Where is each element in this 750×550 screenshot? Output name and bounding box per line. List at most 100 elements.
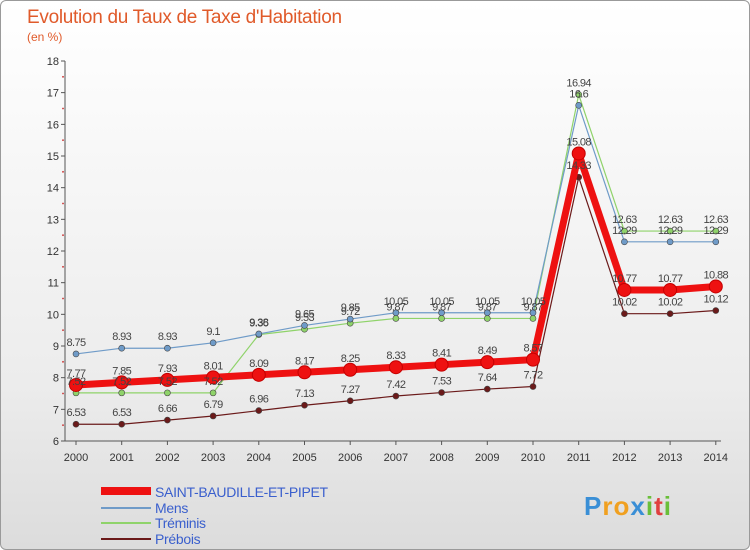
x-tick-label: 2012 [612, 452, 636, 464]
data-point [118, 389, 125, 397]
data-label: 9.53 [295, 312, 314, 324]
x-tick-label: 2000 [64, 452, 88, 464]
data-label: 7.52 [112, 376, 131, 388]
y-tick-label: 8 [53, 373, 59, 385]
data-label: 7.93 [158, 363, 177, 375]
y-minor-tick [62, 202, 64, 205]
chart-subtitle: (en %) [27, 30, 63, 44]
data-label: 10.02 [612, 297, 637, 309]
y-minor-tick [62, 392, 64, 395]
data-label: 10.05 [521, 296, 546, 308]
data-point [209, 389, 217, 397]
x-tick-label: 2003 [201, 452, 225, 464]
data-label: 15.08 [566, 136, 591, 148]
data-point [621, 310, 628, 318]
data-point [438, 309, 445, 317]
data-point [118, 344, 125, 352]
data-point [114, 375, 129, 390]
x-tick-label: 2006 [338, 452, 362, 464]
x-tick-label: 2004 [247, 452, 271, 464]
data-point [72, 350, 80, 358]
data-label: 7.27 [341, 384, 360, 396]
data-label: 8.33 [386, 350, 405, 362]
x-tick-label: 2002 [155, 452, 179, 464]
data-label: 10.77 [658, 273, 683, 285]
data-label: 6.96 [249, 394, 268, 406]
data-point [392, 309, 400, 317]
data-point [209, 412, 217, 420]
data-label: 16.6 [569, 88, 588, 100]
y-minor-tick [62, 107, 64, 110]
data-label: 9.36 [249, 318, 268, 330]
logo-letter: i [663, 491, 672, 521]
data-label: 8.75 [66, 337, 85, 349]
y-tick-label: 6 [53, 436, 59, 448]
data-label: 9.72 [341, 306, 360, 318]
y-minor-tick [62, 75, 64, 78]
data-point [69, 377, 83, 392]
data-label: 7.42 [386, 379, 405, 391]
data-label: 12.29 [704, 225, 729, 237]
data-point [255, 407, 263, 414]
y-minor-tick [62, 170, 64, 173]
data-point [575, 102, 583, 109]
logo-letter: t [654, 491, 664, 521]
x-tick-label: 2005 [292, 452, 316, 464]
data-label: 16.94 [566, 78, 591, 90]
x-tick-label: 2010 [521, 452, 545, 464]
data-label: 12.63 [612, 214, 637, 226]
y-tick-label: 15 [47, 151, 59, 163]
y-minor-tick [62, 360, 64, 363]
logo-letter: P [584, 491, 603, 521]
x-tick-label: 2001 [109, 452, 133, 464]
data-label: 10.05 [429, 296, 454, 308]
data-label: 12.29 [658, 225, 683, 237]
data-point [343, 362, 358, 377]
x-tick-label: 2011 [567, 452, 591, 464]
y-minor-tick [62, 265, 64, 268]
data-point [392, 392, 400, 400]
logo-letter: r [602, 491, 614, 521]
data-point [712, 307, 720, 314]
data-point [480, 355, 495, 370]
y-tick-label: 7 [53, 404, 59, 416]
logo-letter: o [613, 491, 631, 521]
data-label: 7.72 [523, 370, 542, 382]
data-point [346, 315, 354, 323]
chart-title: Evolution du Taux de Taxe d'Habitation [27, 7, 342, 28]
data-label: 9.87 [432, 301, 451, 313]
data-label: 10.77 [612, 273, 637, 285]
data-point [438, 389, 445, 396]
data-label: 7.53 [432, 376, 451, 388]
data-label: 7.13 [295, 388, 314, 400]
data-label: 9.38 [249, 317, 268, 329]
y-tick-label: 13 [47, 214, 59, 226]
legend-swatch-mens [101, 506, 151, 509]
data-point [529, 309, 537, 317]
logo-letter: i [645, 491, 655, 521]
legend-label: Prébois [155, 530, 201, 547]
data-point [392, 315, 400, 322]
data-label: 7.64 [478, 372, 497, 384]
data-point [438, 315, 445, 322]
data-point [483, 315, 491, 322]
logo-letter: x [630, 491, 646, 521]
data-label: 9.1 [206, 326, 220, 338]
data-point [483, 309, 491, 317]
data-label: 7.77 [66, 368, 85, 380]
y-tick-label: 16 [47, 119, 59, 131]
y-tick-label: 18 [47, 56, 59, 68]
data-label: 6.79 [204, 399, 223, 411]
x-tick-label: 2013 [658, 452, 682, 464]
x-tick-label: 2008 [429, 452, 453, 464]
data-label: 7.52 [66, 376, 85, 388]
data-point [206, 370, 221, 385]
legend-label: SAINT-BAUDILLE-ET-PIPET [155, 484, 328, 500]
data-point [346, 397, 354, 405]
data-point [251, 367, 266, 382]
y-minor-tick [62, 297, 64, 300]
x-tick-label: 2014 [704, 452, 728, 464]
data-label: 8.49 [478, 345, 497, 357]
